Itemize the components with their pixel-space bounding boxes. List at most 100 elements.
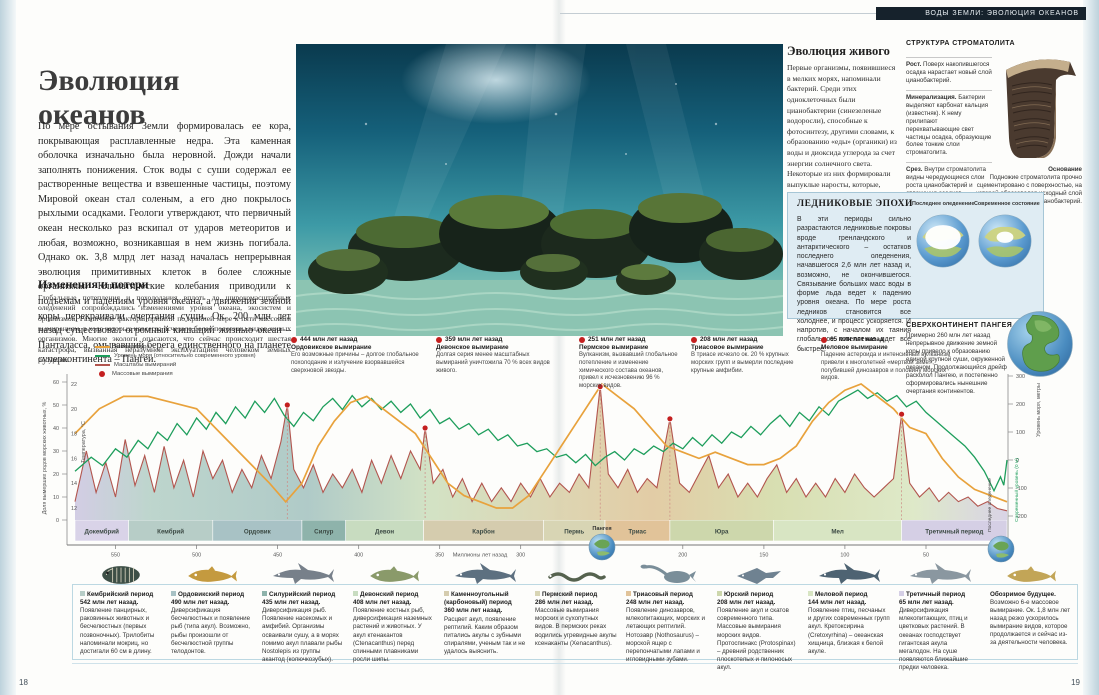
period-block-5: Каменноугольный (карбоновый) период 360 м…: [444, 548, 526, 672]
extinction-callout-1: 444 млн лет назад Ордовикское вымирание …: [291, 336, 423, 375]
shark-illustration: [455, 563, 516, 584]
fish-illustration: [370, 566, 419, 582]
pangaea-marker-label: Пангея: [592, 526, 611, 532]
legend-label: Температура: [114, 344, 150, 350]
extinction-name: Меловое вымирание: [821, 344, 888, 351]
x-axis-tick: 150: [759, 553, 768, 559]
extinct-axis-tick: 40: [53, 426, 59, 432]
extinction-callout-3: 251 млн лет назад Пермское вымирание Вул…: [579, 336, 681, 391]
extinction-age: 65 млн лет назад: [830, 336, 884, 343]
timeline-globe-icon: [987, 535, 1015, 563]
period-block-text: Силурийский период 435 млн лет назад. Див…: [262, 591, 343, 663]
extinct-axis-tick: 50: [53, 403, 59, 409]
x-axis-tick: 550: [111, 553, 120, 559]
period-block-4: Девонский период 408 млн лет назад. Появл…: [353, 548, 435, 672]
sea-axis-tick: 200: [1016, 402, 1025, 408]
extinction-callout-4: 208 млн лет назад Триасовое вымирание В …: [691, 336, 807, 375]
period-block-9: Меловой период 144 млн лет назад. Появлен…: [808, 548, 890, 672]
period-block-text: Девонский период 408 млн лет назад. Появл…: [353, 591, 432, 663]
period-color-icon: [353, 591, 358, 596]
sea-axis-tick: 300: [1016, 374, 1025, 380]
extinction-area: [75, 386, 1007, 520]
period-color-icon: [626, 591, 631, 596]
period-illustration: [717, 548, 799, 586]
extinction-age: 444 млн лет назад: [300, 336, 358, 343]
period-illustration: [899, 548, 981, 586]
period-color-icon: [171, 591, 176, 596]
extinct-axis-label: Доля вымерших родов морских животных, %: [42, 402, 48, 515]
pangaea-title: СВЕРХКОНТИНЕНТ ПАНГЕЯ: [906, 322, 1013, 329]
period-band-label: Девон: [375, 529, 394, 536]
legend-label: Уровень моря (относительно современного …: [114, 353, 256, 359]
period-block-text: Ордовикский период 490 млн лет назад. Див…: [171, 591, 251, 655]
legend-line-icon: [95, 355, 110, 357]
legend-item: Температура: [95, 344, 256, 350]
page-number-left: 18: [19, 678, 28, 687]
header-rule: [560, 13, 876, 14]
period-band-label: Силур: [314, 529, 333, 536]
mass-extinction-dot: [421, 424, 429, 432]
last-glaciation-label: Последнее оледенение: [987, 478, 993, 532]
temp-axis-tick: 12: [71, 506, 77, 512]
sea-level-line: [74, 389, 1008, 493]
x-axis-label: Миллионы лет назад: [453, 553, 508, 559]
period-band-label: Триас: [628, 529, 647, 536]
stromatolite-base-label: Основание: [1048, 166, 1082, 173]
temp-axis-tick: 18: [71, 432, 77, 438]
pangaea-panel: СВЕРХКОНТИНЕНТ ПАНГЕЯ Примерно 260 млн л…: [906, 322, 1082, 434]
timeline-globe-icon: [588, 533, 616, 561]
temp-axis-tick: 22: [71, 382, 77, 388]
x-axis-tick: 350: [435, 553, 444, 559]
section-subhead: Изменения и потери: [38, 277, 149, 291]
globe-label-last-glaciation: Последнее оледенение: [912, 201, 975, 207]
period-block-text: Меловой период 144 млн лет назад. Появлен…: [808, 591, 890, 655]
underwater-stromatolite-photo: [295, 36, 784, 336]
fish-illustration: [1007, 566, 1056, 582]
period-band-label: Юра: [715, 529, 729, 536]
extinction-dot-icon: [821, 337, 827, 343]
legend-line-icon: [95, 364, 110, 366]
x-axis-tick: 500: [192, 553, 201, 559]
extinction-callout-5: 65 млн лет назад Меловое вымирание Паден…: [821, 336, 963, 383]
fish-illustration: [188, 566, 237, 582]
period-color-icon: [535, 591, 540, 596]
xenacanthus-eel-illustration: [548, 572, 606, 582]
x-axis-tick: 400: [354, 553, 363, 559]
legend-dot-icon: [99, 371, 105, 377]
legend-line-icon: [95, 346, 110, 348]
modern-level-label: Современный уровень (0 м): [1013, 458, 1020, 522]
temp-axis-tick: 14: [71, 481, 77, 487]
period-block-6: Пермский период 286 млн лет назад. Массов…: [535, 548, 617, 672]
extinction-dot-icon: [291, 337, 297, 343]
temp-axis-tick: 16: [71, 456, 77, 462]
period-block-10: Третичный период 65 млн лет назад. Диверс…: [899, 548, 981, 672]
extinction-name: Триасовое вымирание: [691, 344, 764, 351]
timeline-panel-border: [72, 584, 1078, 660]
period-color-icon: [899, 591, 904, 596]
temp-axis-label: Температура, °C: [81, 421, 87, 463]
period-block-2: Ордовикский период 490 млн лет назад. Див…: [171, 548, 253, 672]
period-band-label: Ордовик: [244, 529, 272, 536]
mass-extinction-dot: [898, 410, 905, 418]
extinction-age: 359 млн лет назад: [445, 336, 503, 343]
period-band-label: Карбон: [472, 529, 495, 536]
extinction-text: Долгая серия менее масштабных вымираний …: [436, 352, 550, 374]
x-axis-tick: 100: [840, 553, 849, 559]
period-block-text: Юрский период 208 млн лет назад. Появлени…: [717, 591, 796, 671]
legend-label: Масштабы вымираний: [114, 362, 177, 368]
extinction-dot-icon: [579, 337, 585, 343]
extinct-axis-tick: 10: [53, 495, 59, 501]
x-axis-tick: 450: [273, 553, 282, 559]
extinction-name: Пермское вымирание: [579, 344, 649, 351]
extinct-axis-tick: 0: [56, 518, 59, 524]
sea-axis-tick: 0: [1016, 458, 1019, 464]
pangaea-body: Примерно 260 млн лет назад непрерывное д…: [906, 332, 1007, 396]
period-band-label: Кембрий: [157, 529, 184, 536]
legend-item: Уровень моря (относительно современного …: [95, 353, 256, 359]
section-header: ВОДЫ ЗЕМЛИ: ЭВОЛЮЦИЯ ОКЕАНОВ: [876, 7, 1086, 20]
x-axis-tick: 300: [516, 553, 525, 559]
period-illustration: [990, 548, 1072, 586]
extinction-text: Его возможные причины – долгое глобально…: [291, 352, 419, 374]
period-block-text: Обозримое будущее. Возможно 6-е массовое …: [990, 591, 1071, 647]
mass-extinction-dot: [596, 383, 604, 391]
